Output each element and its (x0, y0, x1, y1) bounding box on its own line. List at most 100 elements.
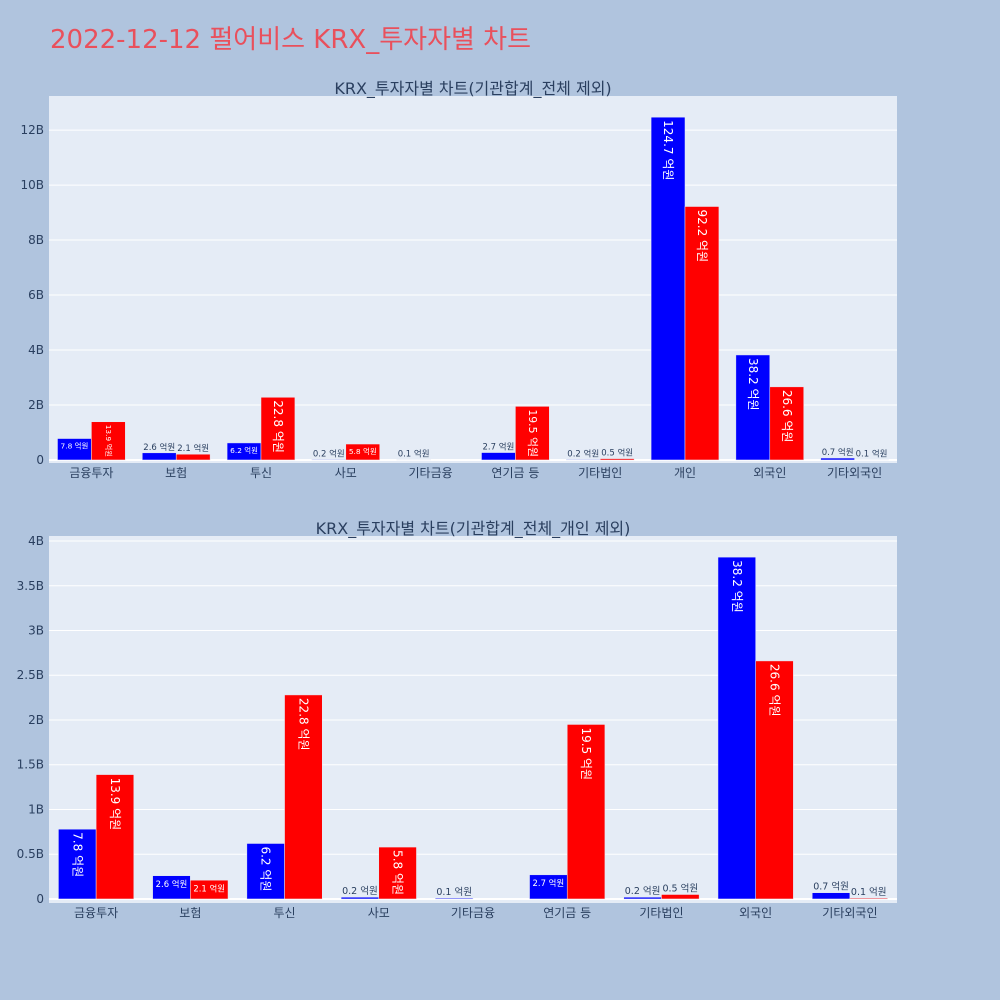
blue-bar (650, 116, 686, 461)
bar-value-label: 26.6 억원 (768, 664, 782, 717)
bar-value-label: 0.1 억원 (851, 886, 887, 898)
bar-value-label: 0.2 억원 (567, 448, 599, 459)
bar-value-label: 6.2 억원 (259, 846, 273, 891)
bar-value-label: 38.2 억원 (746, 358, 760, 411)
red-bar (769, 386, 804, 461)
blue-bar (735, 354, 771, 461)
bar-value-label: 2.6 억원 (156, 879, 188, 889)
x-tick-label: 연기금 등 (543, 906, 591, 920)
blue-bar (566, 459, 601, 461)
bar-value-label: 0.7 억원 (822, 447, 854, 458)
y-tick-label: 4B (28, 534, 44, 548)
blue-bar (811, 892, 851, 900)
y-tick-label: 2B (28, 713, 44, 727)
x-tick-label: 기타외국인 (827, 466, 882, 480)
x-tick-label: 기타금융 (409, 466, 453, 480)
x-tick-label: 연기금 등 (491, 466, 539, 480)
bar-value-label: 0.1 억원 (856, 449, 888, 460)
y-tick-label: 6B (28, 288, 44, 302)
bar-value-label: 13.9 억원 (108, 778, 122, 831)
bar-value-label: 22.8 억원 (296, 698, 310, 751)
red-bar (661, 894, 700, 900)
blue-bar (340, 896, 380, 900)
red-bar (599, 458, 635, 461)
blue-bar (717, 556, 756, 900)
bar-value-label: 5.8 억원 (391, 850, 405, 895)
y-tick-label: 1.5B (17, 758, 44, 772)
bar-value-label: 0.2 억원 (342, 885, 378, 897)
bar-value-label: 92.2 억원 (695, 210, 709, 263)
red-bar (175, 453, 211, 461)
bar-value-label: 0.2 억원 (625, 885, 661, 897)
red-bar (849, 897, 888, 900)
x-tick-label: 사모 (368, 906, 390, 920)
bar-value-label: 2.1 억원 (177, 443, 209, 454)
red-bar (260, 397, 296, 461)
bar-value-label: 19.5 억원 (579, 727, 593, 780)
red-bar (345, 443, 380, 461)
blue-bar (481, 452, 516, 461)
bar-value-label: 0.1 억원 (398, 449, 430, 460)
x-tick-label: 금융투자 (69, 466, 113, 480)
page-title: 2022-12-12 펄어비스 KRX_투자자별 차트 (50, 25, 532, 55)
bar-value-label: 2.7 억원 (533, 878, 565, 888)
y-tick-label: 8B (28, 233, 44, 247)
red-bar (515, 406, 550, 461)
bar-value-label: 2.7 억원 (483, 442, 515, 453)
bar-value-label: 22.8 억원 (271, 400, 285, 453)
blue-bar (311, 459, 347, 461)
bar-value-label: 0.1 억원 (436, 886, 472, 898)
red-bar (684, 206, 720, 461)
bar-value-label: 0.5 억원 (662, 882, 698, 894)
blue-bar (142, 452, 177, 461)
y-tick-label: 3B (28, 624, 44, 638)
bar-value-label: 2.1 억원 (193, 883, 225, 893)
x-tick-label: 금융투자 (74, 906, 118, 920)
red-bar (284, 694, 323, 900)
bar-value-label: 0.5 억원 (601, 448, 633, 459)
x-tick-label: 기타금융 (451, 906, 495, 920)
bar-value-label: 26.6 억원 (780, 390, 794, 443)
x-tick-label: 보험 (179, 906, 201, 920)
bar-value-label: 13.9 억원 (104, 425, 113, 457)
y-tick-label: 2.5B (17, 668, 44, 682)
bar-value-label: 7.8 억원 (70, 832, 84, 877)
y-tick-label: 0 (36, 453, 44, 467)
bar-value-label: 2.6 억원 (143, 442, 175, 453)
x-tick-label: 기타외국인 (822, 906, 877, 920)
bar-value-label: 124.7 억원 (661, 120, 675, 180)
bar-value-label: 7.8 억원 (60, 442, 88, 451)
y-tick-label: 3.5B (17, 579, 44, 593)
red-bar (378, 846, 417, 900)
y-tick-label: 0 (36, 892, 44, 906)
bar-value-label: 38.2 억원 (730, 560, 744, 613)
x-tick-label: 기타법인 (639, 906, 683, 920)
x-tick-label: 기타법인 (578, 466, 622, 480)
x-tick-label: 외국인 (753, 466, 786, 480)
y-tick-label: 1B (28, 802, 44, 816)
x-tick-label: 개인 (674, 466, 696, 480)
y-tick-label: 10B (20, 178, 44, 192)
blue-bar (623, 896, 662, 900)
red-bar (190, 879, 229, 900)
chart-title: KRX_투자자별 차트(기관합계_전체_개인 제외) (316, 519, 631, 539)
y-tick-label: 2B (28, 398, 44, 412)
x-tick-label: 보험 (165, 466, 187, 480)
bar-value-label: 19.5 억원 (526, 409, 539, 457)
chart-title: KRX_투자자별 차트(기관합계_전체 제외) (334, 79, 611, 99)
x-tick-label: 사모 (335, 466, 357, 480)
y-tick-label: 12B (20, 123, 44, 137)
x-tick-label: 투신 (250, 466, 272, 480)
red-bar (566, 724, 606, 900)
bar-value-label: 0.2 억원 (313, 448, 345, 459)
red-bar (91, 421, 126, 461)
y-tick-label: 0.5B (17, 847, 44, 861)
bar-value-label: 5.8 억원 (349, 447, 377, 456)
x-tick-label: 투신 (274, 906, 296, 920)
red-bar (755, 660, 794, 900)
y-tick-label: 4B (28, 343, 44, 357)
blue-bar (58, 828, 97, 900)
